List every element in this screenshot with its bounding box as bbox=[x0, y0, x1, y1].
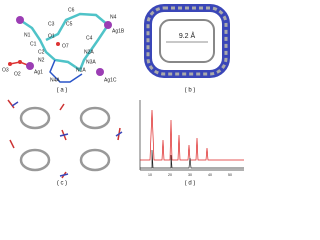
pxrd-d bbox=[139, 100, 244, 171]
channel-b bbox=[144, 4, 230, 78]
atom-label: Ag1B bbox=[112, 28, 125, 34]
atom-label: O1 bbox=[48, 33, 55, 39]
atom-label: C4 bbox=[86, 35, 93, 41]
atom-label: N1 bbox=[24, 32, 31, 38]
x-tick-label: 50 bbox=[228, 173, 232, 177]
atom-label: N4A bbox=[50, 77, 60, 83]
panel-label: ( a ) bbox=[57, 88, 68, 94]
atom-label: O2 bbox=[14, 71, 21, 77]
atoms-a bbox=[8, 16, 112, 76]
x-tick-label: 40 bbox=[208, 173, 212, 177]
atom-label: O3 bbox=[2, 67, 9, 73]
atom-label: C6 bbox=[68, 7, 75, 13]
atom-label: C5 bbox=[66, 21, 73, 27]
atom-label: N2 bbox=[38, 57, 45, 63]
packing-c bbox=[7, 99, 123, 179]
x-tick-label: 30 bbox=[188, 173, 192, 177]
atom-label: N2A bbox=[84, 49, 94, 55]
atom-label: C1 bbox=[30, 41, 37, 47]
annotation: 9.2 Å bbox=[179, 31, 196, 40]
panel-label: ( b ) bbox=[185, 88, 196, 94]
x-tick-label: 10 bbox=[148, 173, 152, 177]
panel-label: ( c ) bbox=[57, 181, 67, 187]
x-tick-label: 20 bbox=[168, 173, 172, 177]
atom-label: Ag1 bbox=[34, 69, 43, 75]
atom-label: C3 bbox=[48, 21, 55, 27]
x-ticks: 10 20 30 40 50 bbox=[148, 173, 232, 177]
atom-label: C2 bbox=[38, 49, 45, 55]
atom-label: N3A bbox=[86, 59, 96, 65]
atom-label: N4 bbox=[110, 14, 117, 20]
figure: C6 C5 N4 Ag1B N1 C3 C4 O1 C1 C2 O7 N2A N… bbox=[2, 4, 244, 187]
atom-label: O7 bbox=[62, 43, 69, 49]
atom-labels: C6 C5 N4 Ag1B N1 C3 C4 O1 C1 C2 O7 N2A N… bbox=[2, 7, 125, 83]
panel-label: ( d ) bbox=[185, 181, 196, 187]
structure-a bbox=[9, 12, 110, 83]
atom-label: Ag1C bbox=[104, 77, 117, 83]
atom-label: N1A bbox=[76, 67, 86, 73]
